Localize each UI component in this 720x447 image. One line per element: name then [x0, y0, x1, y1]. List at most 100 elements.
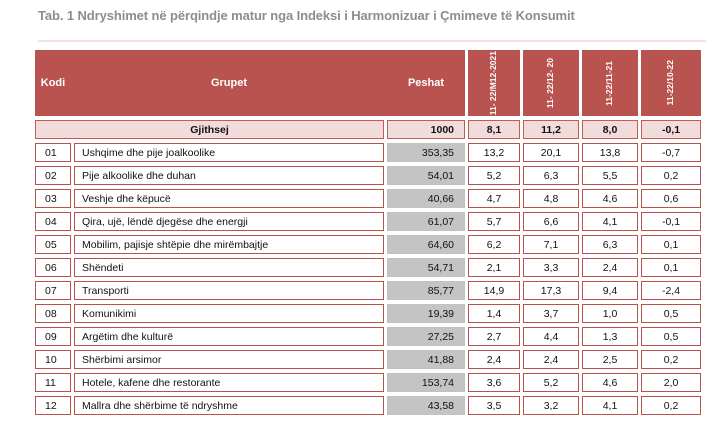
- code-cell: 10: [35, 350, 71, 369]
- weight-cell: 41,88: [387, 350, 466, 369]
- change-cell: 0,2: [641, 396, 702, 415]
- change-cell: 4,6: [582, 373, 639, 392]
- change-cell: 13,8: [582, 143, 639, 162]
- code-cell: 05: [35, 235, 71, 254]
- table-row: 07 Transporti 85,77 14,9 17,3 9,4 -2,4: [35, 281, 702, 300]
- col-header-kodi: Kodi: [40, 77, 66, 89]
- weight-cell: 153,74: [387, 373, 466, 392]
- change-cell: 7,1: [523, 235, 580, 254]
- change-cell: 13,2: [468, 143, 521, 162]
- weight-cell: 54,01: [387, 166, 466, 185]
- change-cell: 4,1: [582, 212, 639, 231]
- change-cell: 2,4: [582, 258, 639, 277]
- change-cell: 3,3: [523, 258, 580, 277]
- change-cell: 2,4: [523, 350, 580, 369]
- change-cell: 9,4: [582, 281, 639, 300]
- change-cell: 0,5: [641, 327, 702, 346]
- change-cell: 2,0: [641, 373, 702, 392]
- change-cell: -2,4: [641, 281, 702, 300]
- weight-cell: 61,07: [387, 212, 466, 231]
- code-cell: 09: [35, 327, 71, 346]
- weight-cell: 27,25: [387, 327, 466, 346]
- total-label-cell: Gjithsej: [35, 120, 384, 139]
- total-weight-cell: 1000: [387, 120, 466, 139]
- change-cell: 0,1: [641, 258, 702, 277]
- page-title: Tab. 1 Ndryshimet në përqindje matur nga…: [38, 8, 575, 23]
- change-cell: 0,6: [641, 189, 702, 208]
- table-row: 01 Ushqime dhe pije joalkoolike 353,35 1…: [35, 143, 702, 162]
- change-cell: 3,7: [523, 304, 580, 323]
- weight-cell: 43,58: [387, 396, 466, 415]
- change-cell: 2,7: [468, 327, 521, 346]
- change-cell: 5,7: [468, 212, 521, 231]
- change-cell: 4,8: [523, 189, 580, 208]
- change-cell: 20,1: [523, 143, 580, 162]
- table-row: 04 Qira, ujë, lëndë djegëse dhe energji …: [35, 212, 702, 231]
- change-cell: 5,2: [468, 166, 521, 185]
- change-cell: -0,7: [641, 143, 702, 162]
- total-change-cell: -0,1: [641, 120, 702, 139]
- change-cell: 1,0: [582, 304, 639, 323]
- change-cell: 6,3: [523, 166, 580, 185]
- weight-cell: 54,71: [387, 258, 466, 277]
- code-cell: 01: [35, 143, 71, 162]
- change-cell: 6,3: [582, 235, 639, 254]
- col-header-period-0: 11- 22/M12-2021: [468, 50, 521, 116]
- table-row: 10 Shërbimi arsimor 41,88 2,4 2,4 2,5 0,…: [35, 350, 702, 369]
- change-cell: 1,3: [582, 327, 639, 346]
- group-cell: Veshje dhe këpucë: [74, 189, 384, 208]
- group-cell: Transporti: [74, 281, 384, 300]
- change-cell: 3,5: [468, 396, 521, 415]
- change-cell: 4,4: [523, 327, 580, 346]
- table-row: 09 Argëtim dhe kulturë 27,25 2,7 4,4 1,3…: [35, 327, 702, 346]
- change-cell: 0,2: [641, 350, 702, 369]
- change-cell: 2,5: [582, 350, 639, 369]
- group-cell: Pije alkoolike dhe duhan: [74, 166, 384, 185]
- change-cell: 5,2: [523, 373, 580, 392]
- code-cell: 06: [35, 258, 71, 277]
- total-row: Gjithsej 1000 8,1 11,2 8,0 -0,1: [35, 120, 702, 139]
- title-divider: [38, 40, 706, 42]
- group-cell: Argëtim dhe kulturë: [74, 327, 384, 346]
- group-cell: Hotele, kafene dhe restorante: [74, 373, 384, 392]
- table-header-left: Kodi Grupet Peshat: [35, 50, 466, 116]
- change-cell: 14,9: [468, 281, 521, 300]
- total-change-cell: 8,0: [582, 120, 639, 139]
- table-row: 08 Komunikimi 19,39 1,4 3,7 1,0 0,5: [35, 304, 702, 323]
- change-cell: 0,5: [641, 304, 702, 323]
- group-cell: Shërbimi arsimor: [74, 350, 384, 369]
- code-cell: 03: [35, 189, 71, 208]
- col-header-period-1: 11- 22/12- 20: [523, 50, 580, 116]
- code-cell: 08: [35, 304, 71, 323]
- group-cell: Shëndeti: [74, 258, 384, 277]
- table-row: 06 Shëndeti 54,71 2,1 3,3 2,4 0,1: [35, 258, 702, 277]
- change-cell: 3,2: [523, 396, 580, 415]
- change-cell: 6,6: [523, 212, 580, 231]
- change-cell: 6,2: [468, 235, 521, 254]
- change-cell: 4,1: [582, 396, 639, 415]
- weight-cell: 85,77: [387, 281, 466, 300]
- change-cell: 17,3: [523, 281, 580, 300]
- weight-cell: 19,39: [387, 304, 466, 323]
- col-header-peshat: Peshat: [407, 77, 445, 89]
- code-cell: 07: [35, 281, 71, 300]
- group-cell: Komunikimi: [74, 304, 384, 323]
- table-header-row: Kodi Grupet Peshat 11- 22/M12-2021 11- 2…: [35, 50, 702, 116]
- group-cell: Ushqime dhe pije joalkoolike: [74, 143, 384, 162]
- group-cell: Qira, ujë, lëndë djegëse dhe energji: [74, 212, 384, 231]
- col-header-period-3: 11-22/10-22: [641, 50, 702, 116]
- total-change-cell: 11,2: [523, 120, 580, 139]
- table-row: 12 Mallra dhe shërbime të ndryshme 43,58…: [35, 396, 702, 415]
- col-header-grupet: Grupet: [210, 77, 248, 89]
- group-cell: Mallra dhe shërbime të ndryshme: [74, 396, 384, 415]
- change-cell: 0,1: [641, 235, 702, 254]
- change-cell: 2,4: [468, 350, 521, 369]
- table-row: 02 Pije alkoolike dhe duhan 54,01 5,2 6,…: [35, 166, 702, 185]
- change-cell: 4,7: [468, 189, 521, 208]
- table-row: 11 Hotele, kafene dhe restorante 153,74 …: [35, 373, 702, 392]
- code-cell: 11: [35, 373, 71, 392]
- col-header-period-2: 11-22/11-21: [582, 50, 639, 116]
- table-row: 05 Mobilim, pajisje shtëpie dhe mirëmbaj…: [35, 235, 702, 254]
- change-cell: 1,4: [468, 304, 521, 323]
